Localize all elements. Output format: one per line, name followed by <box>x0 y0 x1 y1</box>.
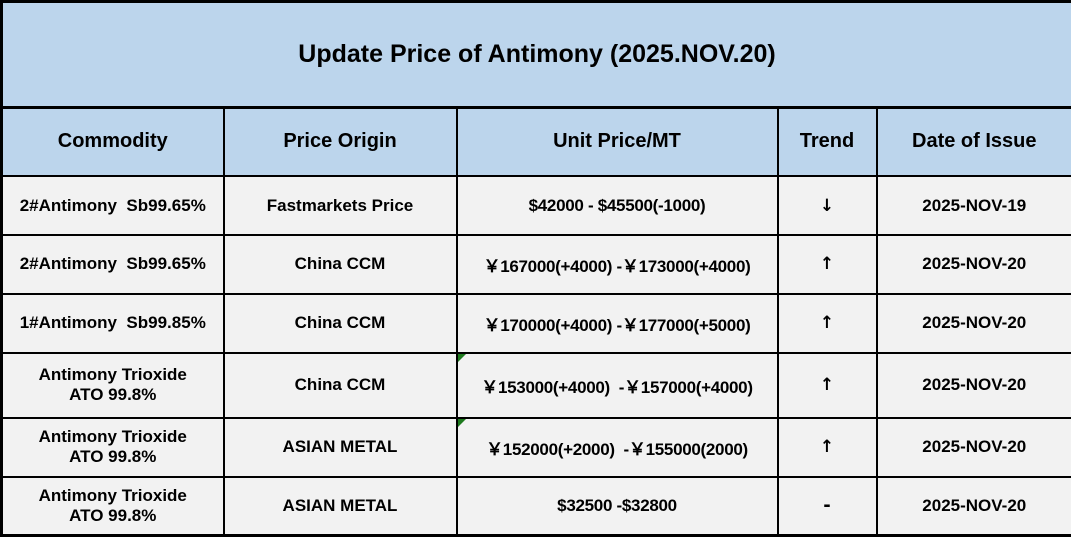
unit-price-cell: $42000 - $45500(-1000) <box>455 175 779 236</box>
unit-price-cell: ￥170000(+4000) -￥177000(+5000) <box>455 292 779 354</box>
date-of-issue-cell: 2025-NOV-20 <box>875 416 1071 478</box>
price-origin-cell: Fastmarkets Price <box>222 175 458 236</box>
trend-up-icon: ↑ <box>776 292 878 354</box>
date-of-issue-cell: 2025-NOV-20 <box>875 475 1071 537</box>
trend-up-icon: ↑ <box>776 351 878 419</box>
trend-down-icon: ↓ <box>776 175 878 236</box>
commodity-cell: Antimony Trioxide ATO 99.8% <box>0 351 225 419</box>
table-row: Antimony Trioxide ATO 99.8% ASIAN METAL … <box>0 475 1071 537</box>
unit-price-cell: ￥152000(+2000) -￥155000(2000) <box>455 416 779 478</box>
header-price-origin: Price Origin <box>222 106 458 178</box>
header-trend: Trend <box>776 106 878 178</box>
table-row: 2#Antimony Sb99.65% China CCM ￥167000(+4… <box>0 233 1071 295</box>
commodity-cell: Antimony Trioxide ATO 99.8% <box>0 416 225 478</box>
table-row: 2#Antimony Sb99.65% Fastmarkets Price $4… <box>0 175 1071 236</box>
commodity-cell: 2#Antimony Sb99.65% <box>0 233 225 295</box>
header-date-of-issue: Date of Issue <box>875 106 1071 178</box>
unit-price-cell: ￥167000(+4000) -￥173000(+4000) <box>455 233 779 295</box>
unit-price-cell: ￥153000(+4000) -￥157000(+4000) <box>455 351 779 419</box>
date-of-issue-cell: 2025-NOV-20 <box>875 351 1071 419</box>
price-origin-cell: China CCM <box>222 292 458 354</box>
cell-note-marker-icon <box>457 353 466 362</box>
commodity-cell: 2#Antimony Sb99.65% <box>0 175 225 236</box>
title-row: Update Price of Antimony (2025.NOV.20) <box>0 0 1071 109</box>
date-of-issue-cell: 2025-NOV-19 <box>875 175 1071 236</box>
trend-up-icon: ↑ <box>776 416 878 478</box>
date-of-issue-cell: 2025-NOV-20 <box>875 233 1071 295</box>
commodity-cell: Antimony Trioxide ATO 99.8% <box>0 475 225 537</box>
price-origin-cell: ASIAN METAL <box>222 475 458 537</box>
page-title: Update Price of Antimony (2025.NOV.20) <box>0 0 1071 109</box>
unit-price-cell: $32500 -$32800 <box>455 475 779 537</box>
price-origin-cell: ASIAN METAL <box>222 416 458 478</box>
table-row: Antimony Trioxide ATO 99.8% ASIAN METAL … <box>0 416 1071 478</box>
table-row: Antimony Trioxide ATO 99.8% China CCM ￥1… <box>0 351 1071 419</box>
unit-price-text: ￥153000(+4000) -￥157000(+4000) <box>481 377 753 397</box>
trend-up-icon: ↑ <box>776 233 878 295</box>
trend-flat-dash: - <box>776 475 878 537</box>
table-row: 1#Antimony Sb99.85% China CCM ￥170000(+4… <box>0 292 1071 354</box>
table-header-row: Commodity Price Origin Unit Price/MT Tre… <box>0 106 1071 178</box>
commodity-cell: 1#Antimony Sb99.85% <box>0 292 225 354</box>
price-origin-cell: China CCM <box>222 351 458 419</box>
cell-note-marker-icon <box>457 418 466 427</box>
date-of-issue-cell: 2025-NOV-20 <box>875 292 1071 354</box>
header-unit-price: Unit Price/MT <box>455 106 779 178</box>
header-commodity: Commodity <box>0 106 225 178</box>
price-origin-cell: China CCM <box>222 233 458 295</box>
unit-price-text: ￥152000(+2000) -￥155000(2000) <box>486 439 748 459</box>
